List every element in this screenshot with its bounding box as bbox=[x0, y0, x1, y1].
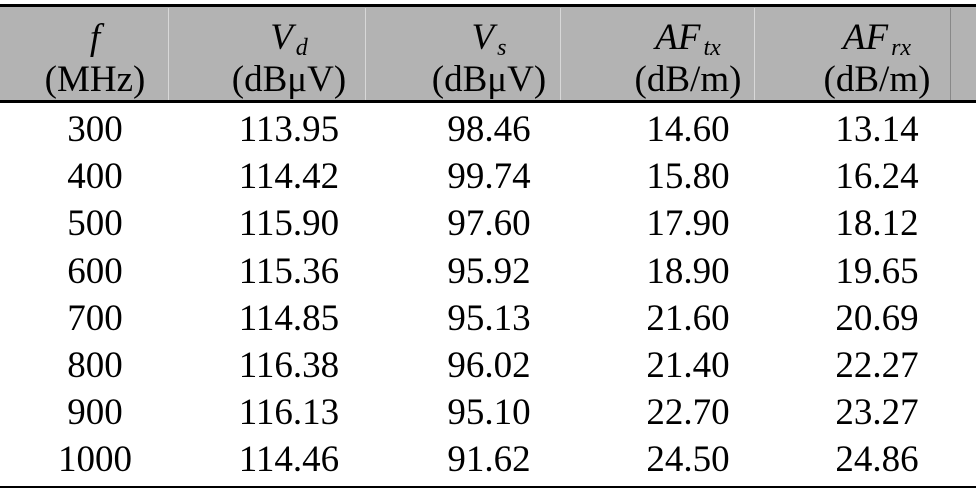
table-cell: 800 bbox=[67, 345, 123, 386]
bottom-rule bbox=[0, 486, 976, 488]
header-symbol: AF tx bbox=[590, 18, 786, 68]
table-cell: 116.13 bbox=[238, 392, 340, 434]
subscript: tx bbox=[703, 35, 721, 61]
table-cell: 900 bbox=[67, 392, 123, 434]
table-cell: 500 bbox=[67, 203, 123, 245]
symbol: f bbox=[89, 17, 101, 58]
header-symbol: f bbox=[0, 18, 193, 58]
table-cell: 114.46 bbox=[238, 439, 340, 481]
table-cell: 14.60 bbox=[646, 109, 730, 150]
table-cell: 116.38 bbox=[238, 345, 340, 386]
table-cell: 18.12 bbox=[835, 203, 919, 245]
table-cell: 21.60 bbox=[646, 297, 730, 339]
column-separator bbox=[754, 8, 755, 100]
table-cell: 91.62 bbox=[447, 439, 531, 481]
header-unit: (dB/m) bbox=[823, 59, 931, 100]
table-cell: 24.86 bbox=[835, 439, 919, 481]
table-cell: 15.80 bbox=[646, 156, 730, 198]
column-separator bbox=[365, 8, 366, 100]
header-rule bbox=[0, 100, 976, 103]
table-cell: 700 bbox=[67, 297, 123, 339]
header-unit: (MHz) bbox=[44, 59, 146, 100]
table-cell: 13.14 bbox=[835, 109, 919, 150]
symbol: AF bbox=[842, 17, 889, 58]
table-cell: 97.60 bbox=[447, 203, 531, 245]
column-separator bbox=[168, 8, 169, 100]
table-cell: 98.46 bbox=[447, 109, 531, 150]
top-rule bbox=[0, 4, 976, 7]
symbol: V bbox=[471, 17, 495, 58]
header-background bbox=[0, 6, 976, 102]
table-cell: 96.02 bbox=[447, 345, 531, 386]
table-cell: 23.27 bbox=[835, 392, 919, 434]
table-cell: 300 bbox=[67, 109, 123, 150]
table-cell: 16.24 bbox=[835, 156, 919, 198]
header-unit: (dBμV) bbox=[231, 59, 347, 100]
symbol: V bbox=[270, 17, 293, 58]
table-cell: 95.13 bbox=[447, 297, 531, 339]
table-cell: 19.65 bbox=[835, 250, 919, 292]
header-unit: (dB/m) bbox=[634, 59, 742, 100]
table-cell: 24.50 bbox=[646, 439, 730, 481]
subscript: rx bbox=[891, 35, 912, 61]
table-cell: 22.70 bbox=[646, 392, 730, 434]
column-separator bbox=[560, 8, 561, 100]
table-cell: 95.10 bbox=[447, 392, 531, 434]
symbol: AF bbox=[655, 17, 701, 58]
subscript: s bbox=[497, 35, 507, 61]
table-cell: 95.92 bbox=[447, 250, 531, 292]
table-cell: 17.90 bbox=[646, 203, 730, 245]
column-separator bbox=[950, 8, 951, 100]
table-cell: 20.69 bbox=[835, 297, 919, 339]
table-cell: 114.42 bbox=[238, 156, 340, 198]
table-cell: 114.85 bbox=[238, 297, 340, 339]
header-unit: (dBμV) bbox=[431, 59, 547, 100]
header-symbol: AF rx bbox=[779, 18, 975, 68]
table-cell: 113.95 bbox=[238, 109, 340, 150]
subscript: d bbox=[295, 35, 308, 61]
table-cell: 115.90 bbox=[238, 203, 340, 245]
table-cell: 18.90 bbox=[646, 250, 730, 292]
table-cell: 115.36 bbox=[238, 250, 340, 292]
table-cell: 21.40 bbox=[646, 345, 730, 386]
table-cell: 22.27 bbox=[835, 345, 919, 386]
table-cell: 1000 bbox=[58, 439, 132, 481]
table-cell: 99.74 bbox=[447, 156, 531, 198]
table-cell: 600 bbox=[67, 250, 123, 292]
table-cell: 400 bbox=[67, 156, 123, 198]
